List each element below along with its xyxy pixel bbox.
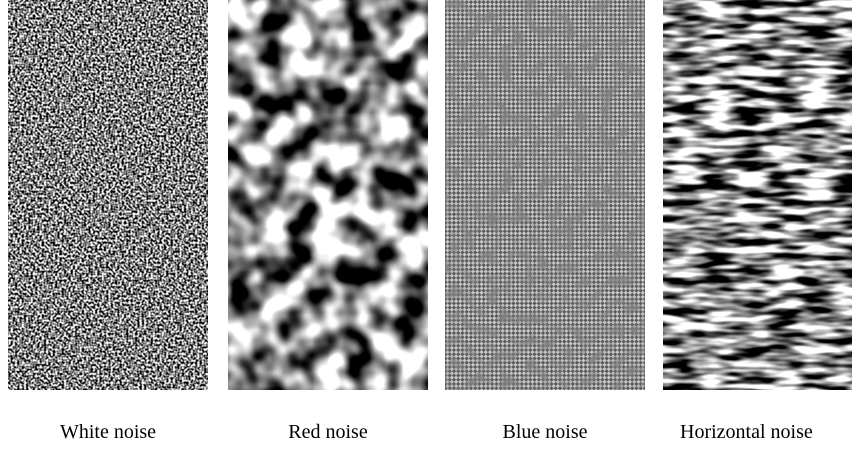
blue-noise-modulation xyxy=(445,0,645,390)
red-noise-image xyxy=(228,0,428,390)
blue-noise-image xyxy=(445,0,645,390)
caption: Red noise xyxy=(288,421,368,443)
caption: White noise xyxy=(60,421,156,443)
horizontal-noise-image xyxy=(663,0,852,390)
white-noise-image xyxy=(8,0,208,390)
caption: Blue noise xyxy=(503,421,588,443)
page: {"panels": [ {"caption": "White noise"},… xyxy=(0,0,852,446)
figure: White noise Red noise Blue noise Horizon… xyxy=(0,0,852,446)
caption: Horizontal noise xyxy=(680,421,813,443)
